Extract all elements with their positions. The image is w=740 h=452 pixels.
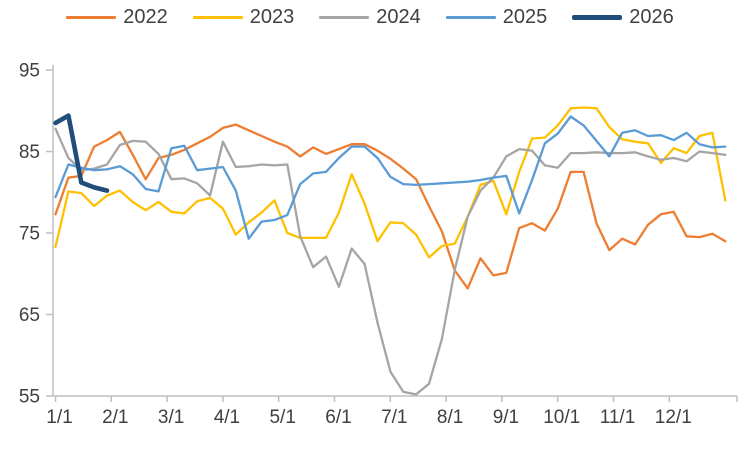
series-line-2022 [54, 123, 727, 290]
legend-label-2023: 2023 [249, 6, 295, 28]
series-line-2025 [54, 115, 727, 240]
y-tick-label-65: 65 [19, 305, 40, 326]
y-tick-label-55: 55 [19, 387, 40, 408]
y-tick-label-85: 85 [19, 142, 40, 163]
legend-line-icon-2024 [319, 15, 370, 19]
legend-item-2025: 2025 [445, 6, 548, 28]
x-tick-label-4/1: 4/1 [214, 407, 240, 428]
series-line-2023 [54, 106, 727, 259]
legend-item-2024: 2024 [319, 7, 421, 27]
legend-item-2026: 2026 [572, 7, 674, 27]
legend-label-2025: 2025 [502, 6, 548, 28]
legend-item-2022: 2022 [66, 7, 168, 27]
legend: 2022 2023 2024 2025 2026 [0, 7, 740, 27]
x-tick-label-6/1: 6/1 [325, 407, 351, 428]
legend-item-2023: 2023 [192, 6, 295, 28]
y-tick-label-75: 75 [19, 224, 40, 245]
legend-label-2024: 2024 [376, 6, 421, 28]
series-line-2024 [54, 127, 727, 396]
x-tick-label-1/1: 1/1 [46, 407, 72, 428]
series-line-2026 [53, 113, 110, 193]
x-tick-label-12/1: 12/1 [655, 407, 692, 428]
legend-label-2026: 2026 [629, 6, 674, 28]
x-tick-label-3/1: 3/1 [158, 407, 184, 428]
x-tick-label-9/1: 9/1 [493, 407, 519, 428]
legend-line-icon-2026 [572, 14, 623, 20]
y-tick-label-95: 95 [19, 61, 40, 82]
legend-line-icon-2022 [66, 15, 117, 19]
x-tick-label-5/1: 5/1 [269, 407, 295, 428]
legend-line-icon-2025 [445, 15, 496, 19]
legend-label-2022: 2022 [123, 6, 168, 28]
x-tick-label-11/1: 11/1 [600, 407, 636, 428]
x-tick-label-8/1: 8/1 [437, 407, 463, 428]
x-tick-label-7/1: 7/1 [381, 407, 407, 428]
x-tick-label-10/1: 10/1 [543, 407, 580, 428]
legend-line-icon-2023 [192, 15, 243, 19]
x-tick-label-2/1: 2/1 [102, 407, 128, 428]
